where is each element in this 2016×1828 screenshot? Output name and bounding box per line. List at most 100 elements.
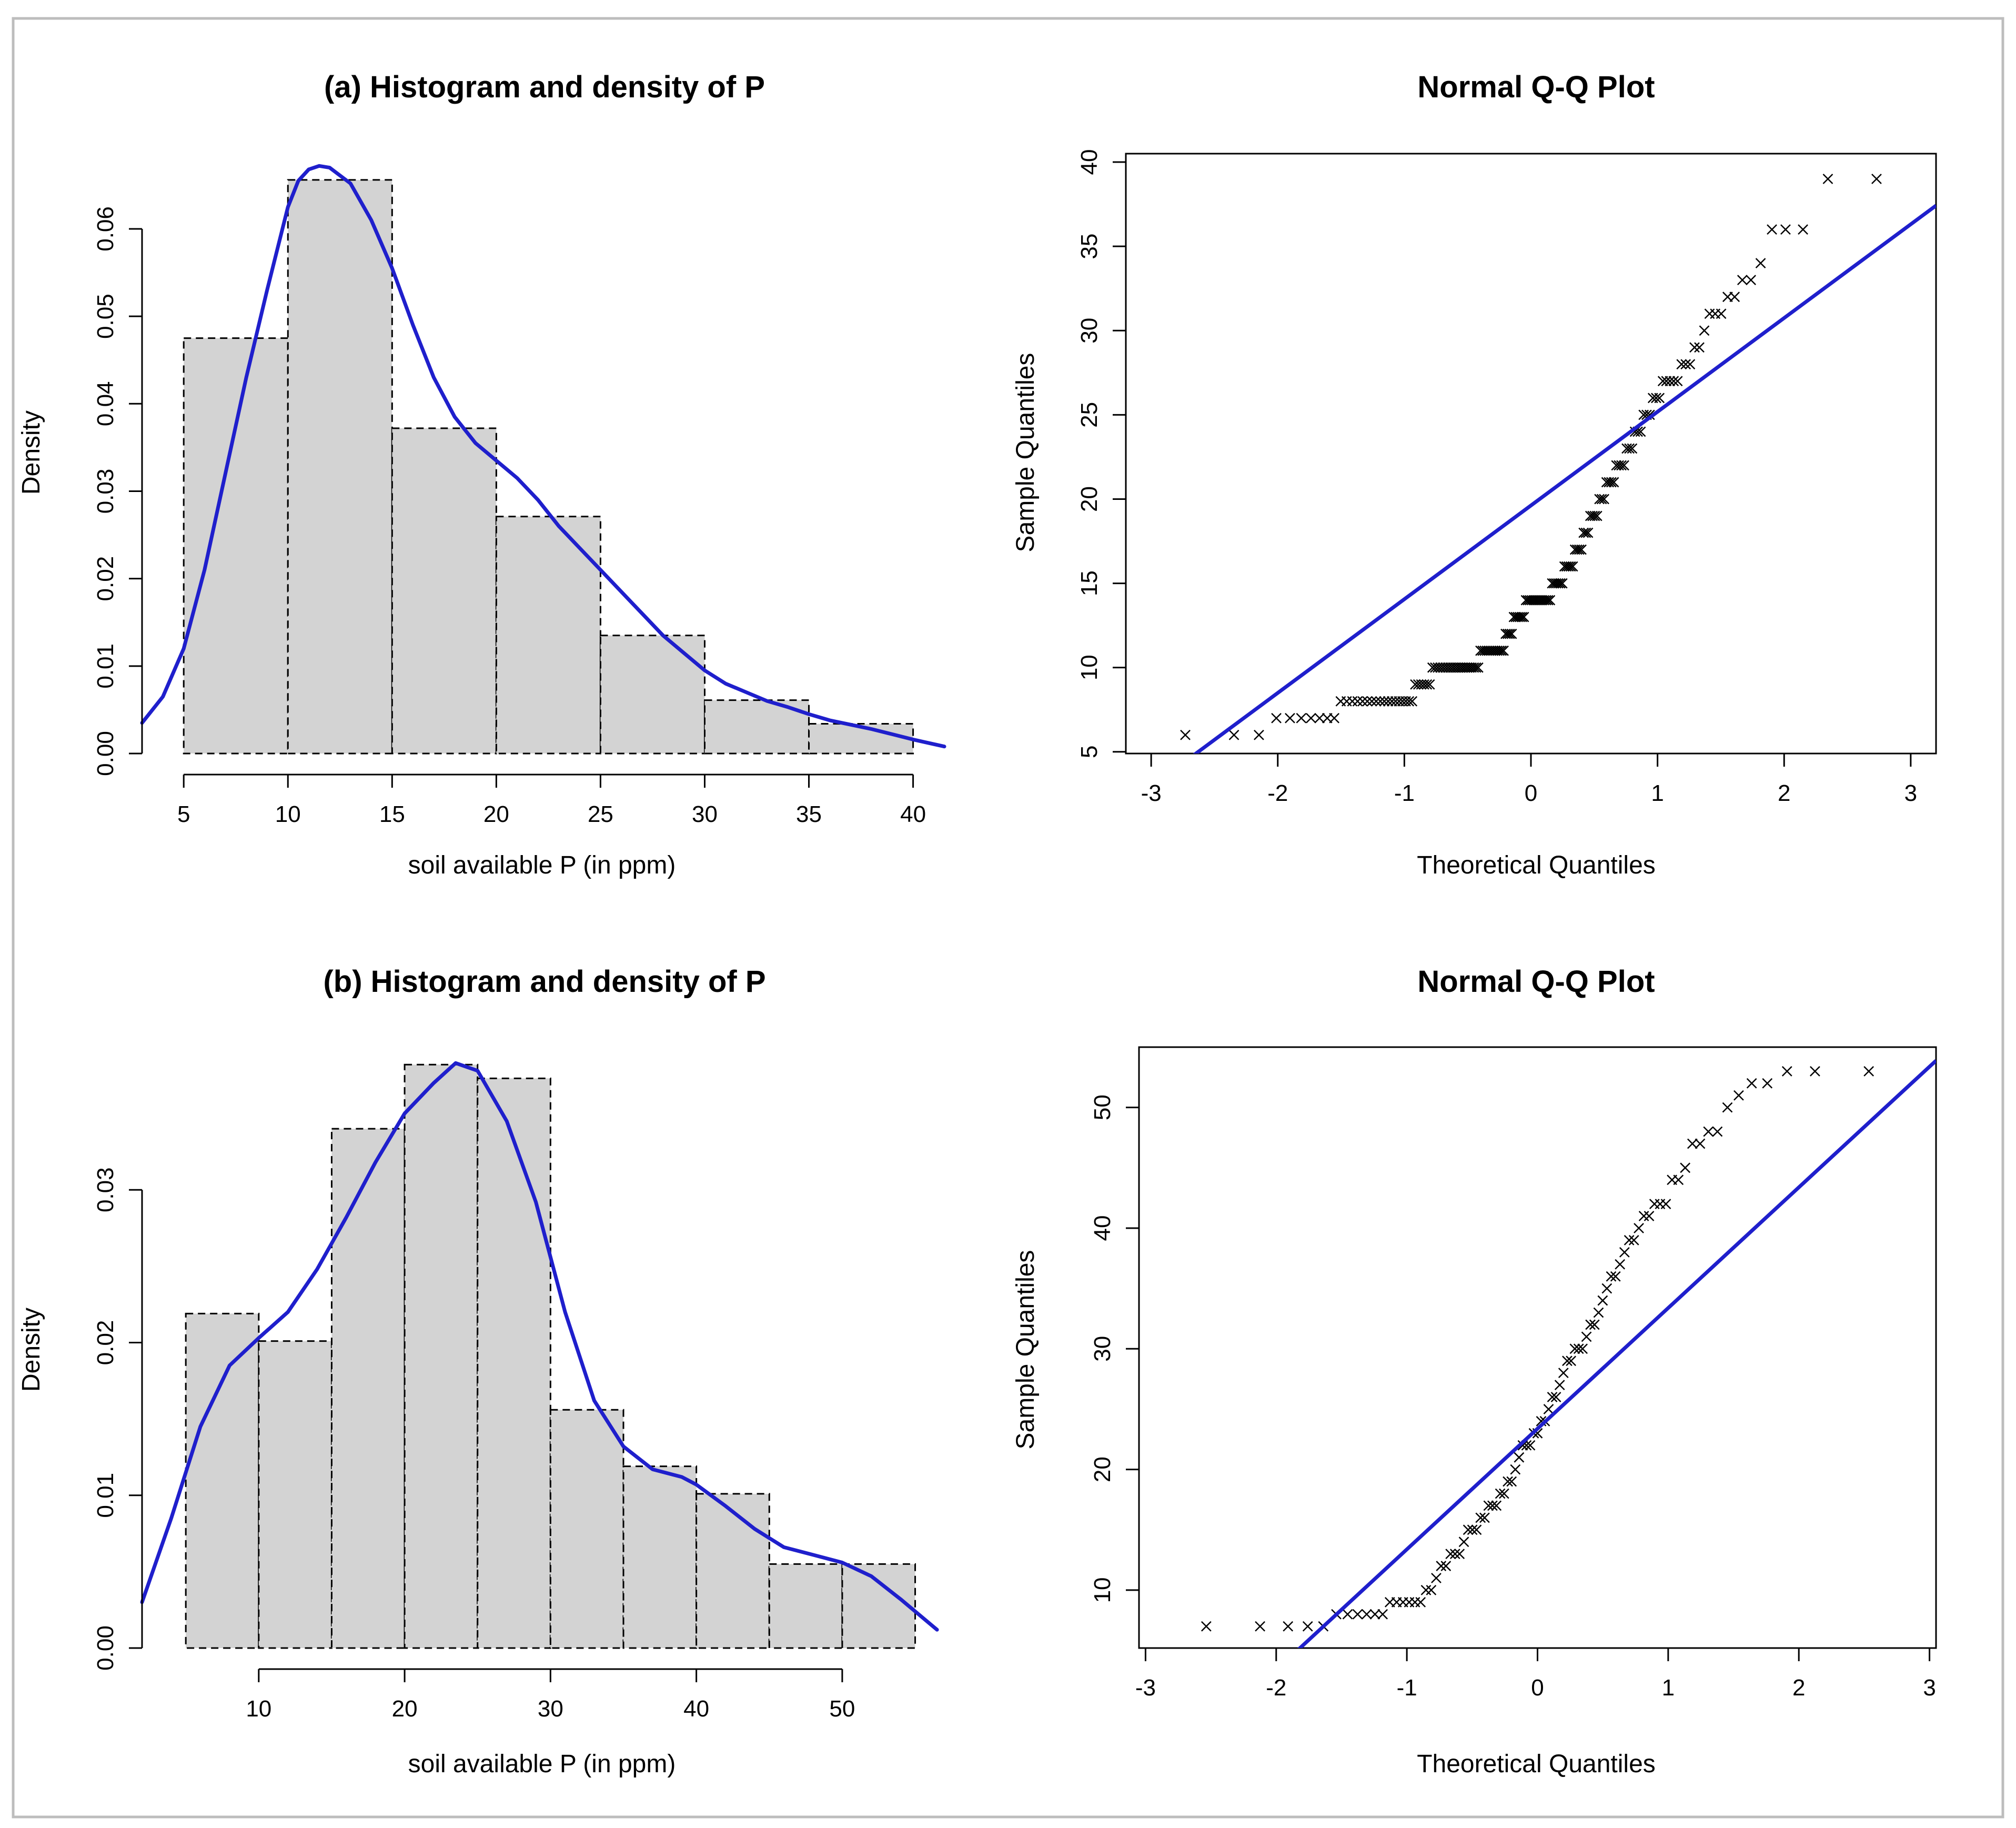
hist-b-bar-2 xyxy=(330,1128,406,1649)
qq-a-y-tick-label-0: 5 xyxy=(1076,746,1102,758)
qq-a-point-153 xyxy=(1767,224,1777,235)
qq-b-point-22 xyxy=(1445,1549,1456,1560)
panel-hist-a: (a) Histogram and density of P soil avai… xyxy=(17,70,946,879)
qq-b-point-20 xyxy=(1436,1561,1447,1571)
panel-hist-b: (b) Histogram and density of P soil avai… xyxy=(17,965,939,1778)
qq-a-point-133 xyxy=(1654,393,1665,404)
qq-b-point-87 xyxy=(1810,1066,1820,1077)
hist-b-x-tick-label-1: 20 xyxy=(392,1696,418,1722)
qq-a-point-92 xyxy=(1553,578,1564,589)
qq-a-y-tick-label-6: 35 xyxy=(1076,234,1102,259)
hist-b-x-tick-label-0: 10 xyxy=(246,1696,271,1722)
qq-b-point-67 xyxy=(1624,1235,1635,1246)
qq-a-point-16 xyxy=(1366,696,1377,707)
qq-a-point-27 xyxy=(1407,696,1418,707)
qq-b-point-84 xyxy=(1746,1078,1757,1089)
qq-a-point-64 xyxy=(1496,645,1507,656)
qq-b-point-66 xyxy=(1619,1247,1630,1258)
hist-b-y-tick-label-0: 0.00 xyxy=(93,1625,118,1671)
hist-a-y-axis: 0.00 0.01 0.02 0.03 0.04 0.05 0.06 xyxy=(93,206,143,776)
qq-a-point-40 xyxy=(1443,662,1454,673)
qq-b-point-52 xyxy=(1562,1355,1573,1367)
qq-a-point-35 xyxy=(1430,662,1440,673)
qq-b-point-38 xyxy=(1510,1464,1521,1475)
hist-b-density xyxy=(140,1061,939,1632)
qq-b-point-49 xyxy=(1550,1392,1561,1402)
qq-a-point-157 xyxy=(1871,174,1882,184)
qq-a-x-tick-label-4: 1 xyxy=(1651,780,1664,806)
qq-a-point-139 xyxy=(1676,359,1687,370)
qq-a-point-118 xyxy=(1611,460,1622,471)
hist-b-bar-7 xyxy=(695,1493,770,1649)
qq-a-point-117 xyxy=(1608,477,1619,488)
qq-b-x-tick-label-5: 2 xyxy=(1792,1675,1805,1701)
qq-a-point-74 xyxy=(1516,611,1527,622)
qq-a-x-axis: -3 -2 -1 0 1 2 3 xyxy=(1141,754,1917,806)
hist-b-bar-4 xyxy=(477,1077,551,1649)
qq-b-x-tick-label-3: 0 xyxy=(1531,1675,1544,1701)
qq-b-y-tick-label-0: 10 xyxy=(1090,1577,1115,1603)
qq-a-point-138 xyxy=(1672,376,1683,387)
qq-b-point-70 xyxy=(1638,1211,1649,1221)
qq-a-point-18 xyxy=(1375,696,1386,707)
qq-a-point-51 xyxy=(1468,662,1479,673)
qq-b-point-8 xyxy=(1361,1609,1372,1620)
qq-a-point-34 xyxy=(1427,662,1438,673)
hist-a-x-tick-label-4: 25 xyxy=(588,801,613,827)
hist-b-bars xyxy=(185,1063,916,1649)
qq-a-point-103 xyxy=(1576,544,1587,555)
qq-b-point-2 xyxy=(1283,1621,1294,1632)
hist-a-x-tick-label-6: 35 xyxy=(796,801,822,827)
qq-a-point-19 xyxy=(1379,696,1390,707)
hist-a-y-tick-label-0: 0.00 xyxy=(93,731,118,776)
qq-a-point-88 xyxy=(1545,595,1556,606)
qq-a-point-155 xyxy=(1798,224,1808,235)
qq-b-y-tick-label-3: 40 xyxy=(1090,1215,1115,1241)
qq-a-point-98 xyxy=(1565,561,1576,572)
hist-b-title: (b) Histogram and density of P xyxy=(323,965,765,999)
qq-a-point-109 xyxy=(1589,510,1600,521)
qq-b-point-35 xyxy=(1498,1488,1509,1499)
qq-b-point-51 xyxy=(1558,1368,1569,1379)
hist-a-y-tick-label-3: 0.03 xyxy=(93,469,118,514)
qq-a-point-142 xyxy=(1689,342,1700,353)
hist-a-x-tick-label-2: 15 xyxy=(379,801,405,827)
qq-b-y-axis: 10 20 30 40 50 xyxy=(1090,1094,1139,1603)
qq-a-y-tick-label-5: 30 xyxy=(1076,318,1102,344)
qq-a-point-121 xyxy=(1619,460,1629,471)
hist-b-bar-8 xyxy=(768,1563,843,1649)
qq-b-point-6 xyxy=(1342,1609,1353,1620)
qq-a-point-52 xyxy=(1470,662,1481,673)
qq-a-point-38 xyxy=(1437,662,1448,673)
hist-b-y-axis: 0.00 0.01 0.02 0.03 xyxy=(93,1167,143,1671)
qq-a-point-26 xyxy=(1404,696,1415,707)
qq-a-point-1 xyxy=(1228,729,1239,740)
qq-b-point-61 xyxy=(1597,1295,1608,1306)
qq-a-point-111 xyxy=(1594,494,1605,505)
qq-b-point-57 xyxy=(1581,1331,1592,1342)
hist-a-y-tick-label-6: 0.06 xyxy=(93,206,118,252)
qq-a-point-36 xyxy=(1433,662,1443,673)
qq-a-point-7 xyxy=(1314,712,1325,724)
qq-a-point-154 xyxy=(1780,224,1791,235)
qq-b-point-62 xyxy=(1601,1283,1612,1294)
qq-b-point-80 xyxy=(1703,1126,1714,1137)
qq-b-point-27 xyxy=(1467,1524,1478,1535)
qq-a-point-0 xyxy=(1180,729,1191,740)
qq-b-point-68 xyxy=(1628,1235,1639,1246)
qq-b-point-81 xyxy=(1712,1126,1723,1137)
hist-a-x-tick-label-7: 40 xyxy=(900,801,926,827)
hist-a-x-tick-label-1: 10 xyxy=(275,801,301,827)
qq-a-point-113 xyxy=(1599,494,1609,505)
qq-b-point-59 xyxy=(1589,1319,1600,1330)
qq-b-point-17 xyxy=(1420,1585,1432,1595)
qq-b-point-82 xyxy=(1722,1102,1733,1113)
qq-a-point-68 xyxy=(1504,628,1515,639)
qq-b-point-16 xyxy=(1415,1596,1426,1608)
hist-b-bar-9 xyxy=(841,1563,916,1649)
qq-a-point-132 xyxy=(1651,393,1661,404)
hist-b-x-tick-label-2: 30 xyxy=(538,1696,563,1722)
qq-b-point-1 xyxy=(1255,1621,1265,1632)
hist-a-bar-4 xyxy=(599,635,705,755)
qq-a-point-2 xyxy=(1254,729,1264,740)
